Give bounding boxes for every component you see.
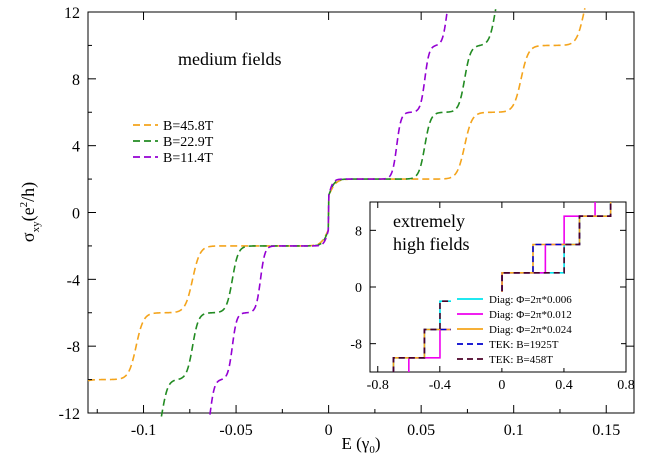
series-line — [209, 11, 448, 415]
y-tick-label: 12 — [64, 5, 80, 22]
series-line — [87, 8, 586, 382]
inset-x-tick-label: 0.4 — [555, 378, 573, 393]
annotation-extremely: extremely — [393, 211, 465, 231]
inset-x-tick-label: 0.8 — [617, 378, 635, 393]
x-tick-label: 0 — [325, 422, 333, 439]
inset-x-tick-label: -0.4 — [429, 378, 451, 393]
y-tick-label: 8 — [72, 72, 80, 89]
x-axis-label: E (γ0) — [342, 434, 381, 456]
inset-y-tick-label: -8 — [350, 338, 362, 353]
y-axis-label: σxy(e2/h) — [18, 182, 42, 242]
legend-label: B=22.9T — [163, 135, 214, 150]
x-tick-label: 0.05 — [407, 422, 435, 439]
inset-legend-label: TEK: B=1925T — [489, 339, 559, 351]
inset-legend-box — [451, 292, 621, 368]
y-tick-label: -12 — [59, 406, 80, 423]
x-tick-label: -0.1 — [131, 422, 156, 439]
inset-legend-label: Diag: Φ=2π*0.024 — [489, 324, 572, 336]
x-tick-label: -0.05 — [219, 422, 252, 439]
y-tick-label: -8 — [67, 339, 80, 356]
annotation-medium-fields: medium fields — [178, 49, 281, 69]
inset-series-line — [392, 202, 612, 372]
inset-legend-label: Diag: Φ=2π*0.012 — [489, 309, 572, 321]
inset-x-tick-label: -0.8 — [367, 378, 389, 393]
legend-label: B=11.4T — [163, 151, 213, 166]
inset-legend: Diag: Φ=2π*0.006 Diag: Φ=2π*0.012 Diag: Φ=… — [451, 292, 621, 368]
x-tick-label: 0.1 — [504, 422, 524, 439]
inset-x-tick-label: 0 — [498, 378, 505, 393]
x-tick-label: 0.15 — [592, 422, 620, 439]
main-legend: B=45.8TB=22.9TB=11.4T — [133, 119, 214, 166]
series-line — [160, 9, 497, 417]
inset-legend-label: Diag: Φ=2π*0.006 — [489, 294, 572, 306]
annotation-high-fields: high fields — [393, 234, 470, 254]
y-tick-label: 0 — [72, 206, 80, 223]
y-tick-label: -4 — [67, 272, 80, 289]
inset-legend-label: TEK: B=458T — [489, 354, 553, 366]
inset-y-tick-label: 0 — [355, 281, 362, 296]
y-tick-label: 4 — [72, 139, 80, 156]
legend-label: B=45.8T — [163, 119, 214, 134]
inset-y-tick-label: 8 — [355, 224, 362, 239]
